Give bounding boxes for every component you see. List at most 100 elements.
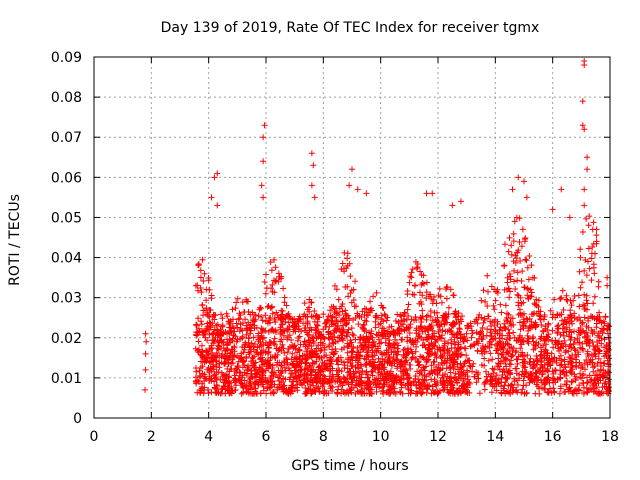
- data-point: [450, 332, 457, 339]
- data-point: [250, 334, 257, 341]
- data-point: [558, 317, 565, 324]
- data-point: [401, 360, 408, 367]
- data-point: [527, 361, 534, 368]
- data-point: [583, 215, 590, 222]
- data-point: [239, 333, 246, 340]
- data-point: [527, 370, 534, 377]
- data-point: [278, 328, 285, 335]
- data-point: [311, 360, 318, 367]
- data-point: [426, 382, 433, 389]
- data-point: [455, 373, 462, 380]
- data-point: [247, 380, 254, 387]
- data-point: [390, 377, 397, 384]
- x-tick-label: 12: [429, 429, 447, 445]
- x-tick-label: 10: [372, 429, 390, 445]
- data-point: [559, 287, 566, 294]
- data-point: [515, 302, 522, 309]
- data-point: [242, 339, 249, 346]
- data-point: [523, 257, 530, 264]
- data-point: [244, 327, 251, 334]
- data-point: [304, 313, 311, 320]
- data-point: [210, 311, 217, 318]
- data-point: [498, 389, 505, 396]
- data-point: [275, 278, 282, 285]
- data-point: [432, 351, 439, 358]
- data-point: [142, 350, 149, 357]
- data-point: [199, 363, 206, 370]
- data-point: [322, 320, 329, 327]
- data-point: [585, 222, 592, 229]
- data-point: [320, 311, 327, 318]
- data-point: [601, 380, 608, 387]
- data-point: [341, 316, 348, 323]
- data-point: [516, 319, 523, 326]
- data-point: [195, 262, 202, 269]
- data-point: [501, 286, 508, 293]
- data-point: [452, 311, 459, 318]
- data-point: [338, 368, 345, 375]
- data-point: [209, 320, 216, 327]
- data-point: [505, 341, 512, 348]
- data-point: [363, 318, 370, 325]
- data-point: [430, 389, 437, 396]
- data-point: [306, 304, 313, 311]
- data-point: [418, 389, 425, 396]
- data-point: [581, 291, 588, 298]
- data-point: [197, 358, 204, 365]
- data-point: [433, 319, 440, 326]
- data-point: [569, 352, 576, 359]
- data-point: [532, 319, 539, 326]
- data-point: [434, 390, 441, 397]
- data-point: [201, 328, 208, 335]
- data-point: [505, 248, 512, 255]
- data-point: [502, 360, 509, 367]
- data-point: [199, 256, 206, 263]
- data-point: [201, 356, 208, 363]
- data-point: [258, 325, 265, 332]
- data-point: [567, 357, 574, 364]
- data-point: [296, 373, 303, 380]
- data-point: [391, 329, 398, 336]
- data-point: [330, 330, 337, 337]
- data-point: [460, 369, 467, 376]
- data-point: [193, 364, 200, 371]
- data-point: [313, 354, 320, 361]
- data-point: [560, 368, 567, 375]
- data-point: [466, 362, 473, 369]
- y-tick-label: 0.07: [51, 130, 82, 146]
- data-point: [541, 381, 548, 388]
- data-point: [246, 344, 253, 351]
- data-point: [516, 215, 523, 222]
- data-point: [556, 347, 563, 354]
- data-point: [224, 347, 231, 354]
- data-point: [203, 347, 210, 354]
- data-point: [581, 126, 588, 133]
- data-point: [514, 291, 521, 298]
- data-point: [476, 330, 483, 337]
- data-point: [269, 310, 276, 317]
- data-point: [559, 369, 566, 376]
- data-point: [603, 383, 610, 390]
- data-point: [455, 316, 462, 323]
- data-point: [414, 358, 421, 365]
- data-point: [326, 342, 333, 349]
- data-point: [558, 294, 565, 301]
- data-point: [278, 312, 285, 319]
- data-point: [267, 259, 274, 266]
- data-point: [498, 309, 505, 316]
- data-point: [277, 324, 284, 331]
- data-point: [515, 337, 522, 344]
- data-point: [210, 329, 217, 336]
- data-point: [368, 368, 375, 375]
- data-point: [360, 346, 367, 353]
- data-point: [310, 340, 317, 347]
- data-point: [246, 351, 253, 358]
- data-point: [437, 353, 444, 360]
- data-point: [495, 350, 502, 357]
- data-point: [491, 306, 498, 313]
- data-point: [348, 325, 355, 332]
- data-point: [198, 342, 205, 349]
- data-point: [502, 355, 509, 362]
- data-point: [251, 353, 258, 360]
- data-point: [587, 378, 594, 385]
